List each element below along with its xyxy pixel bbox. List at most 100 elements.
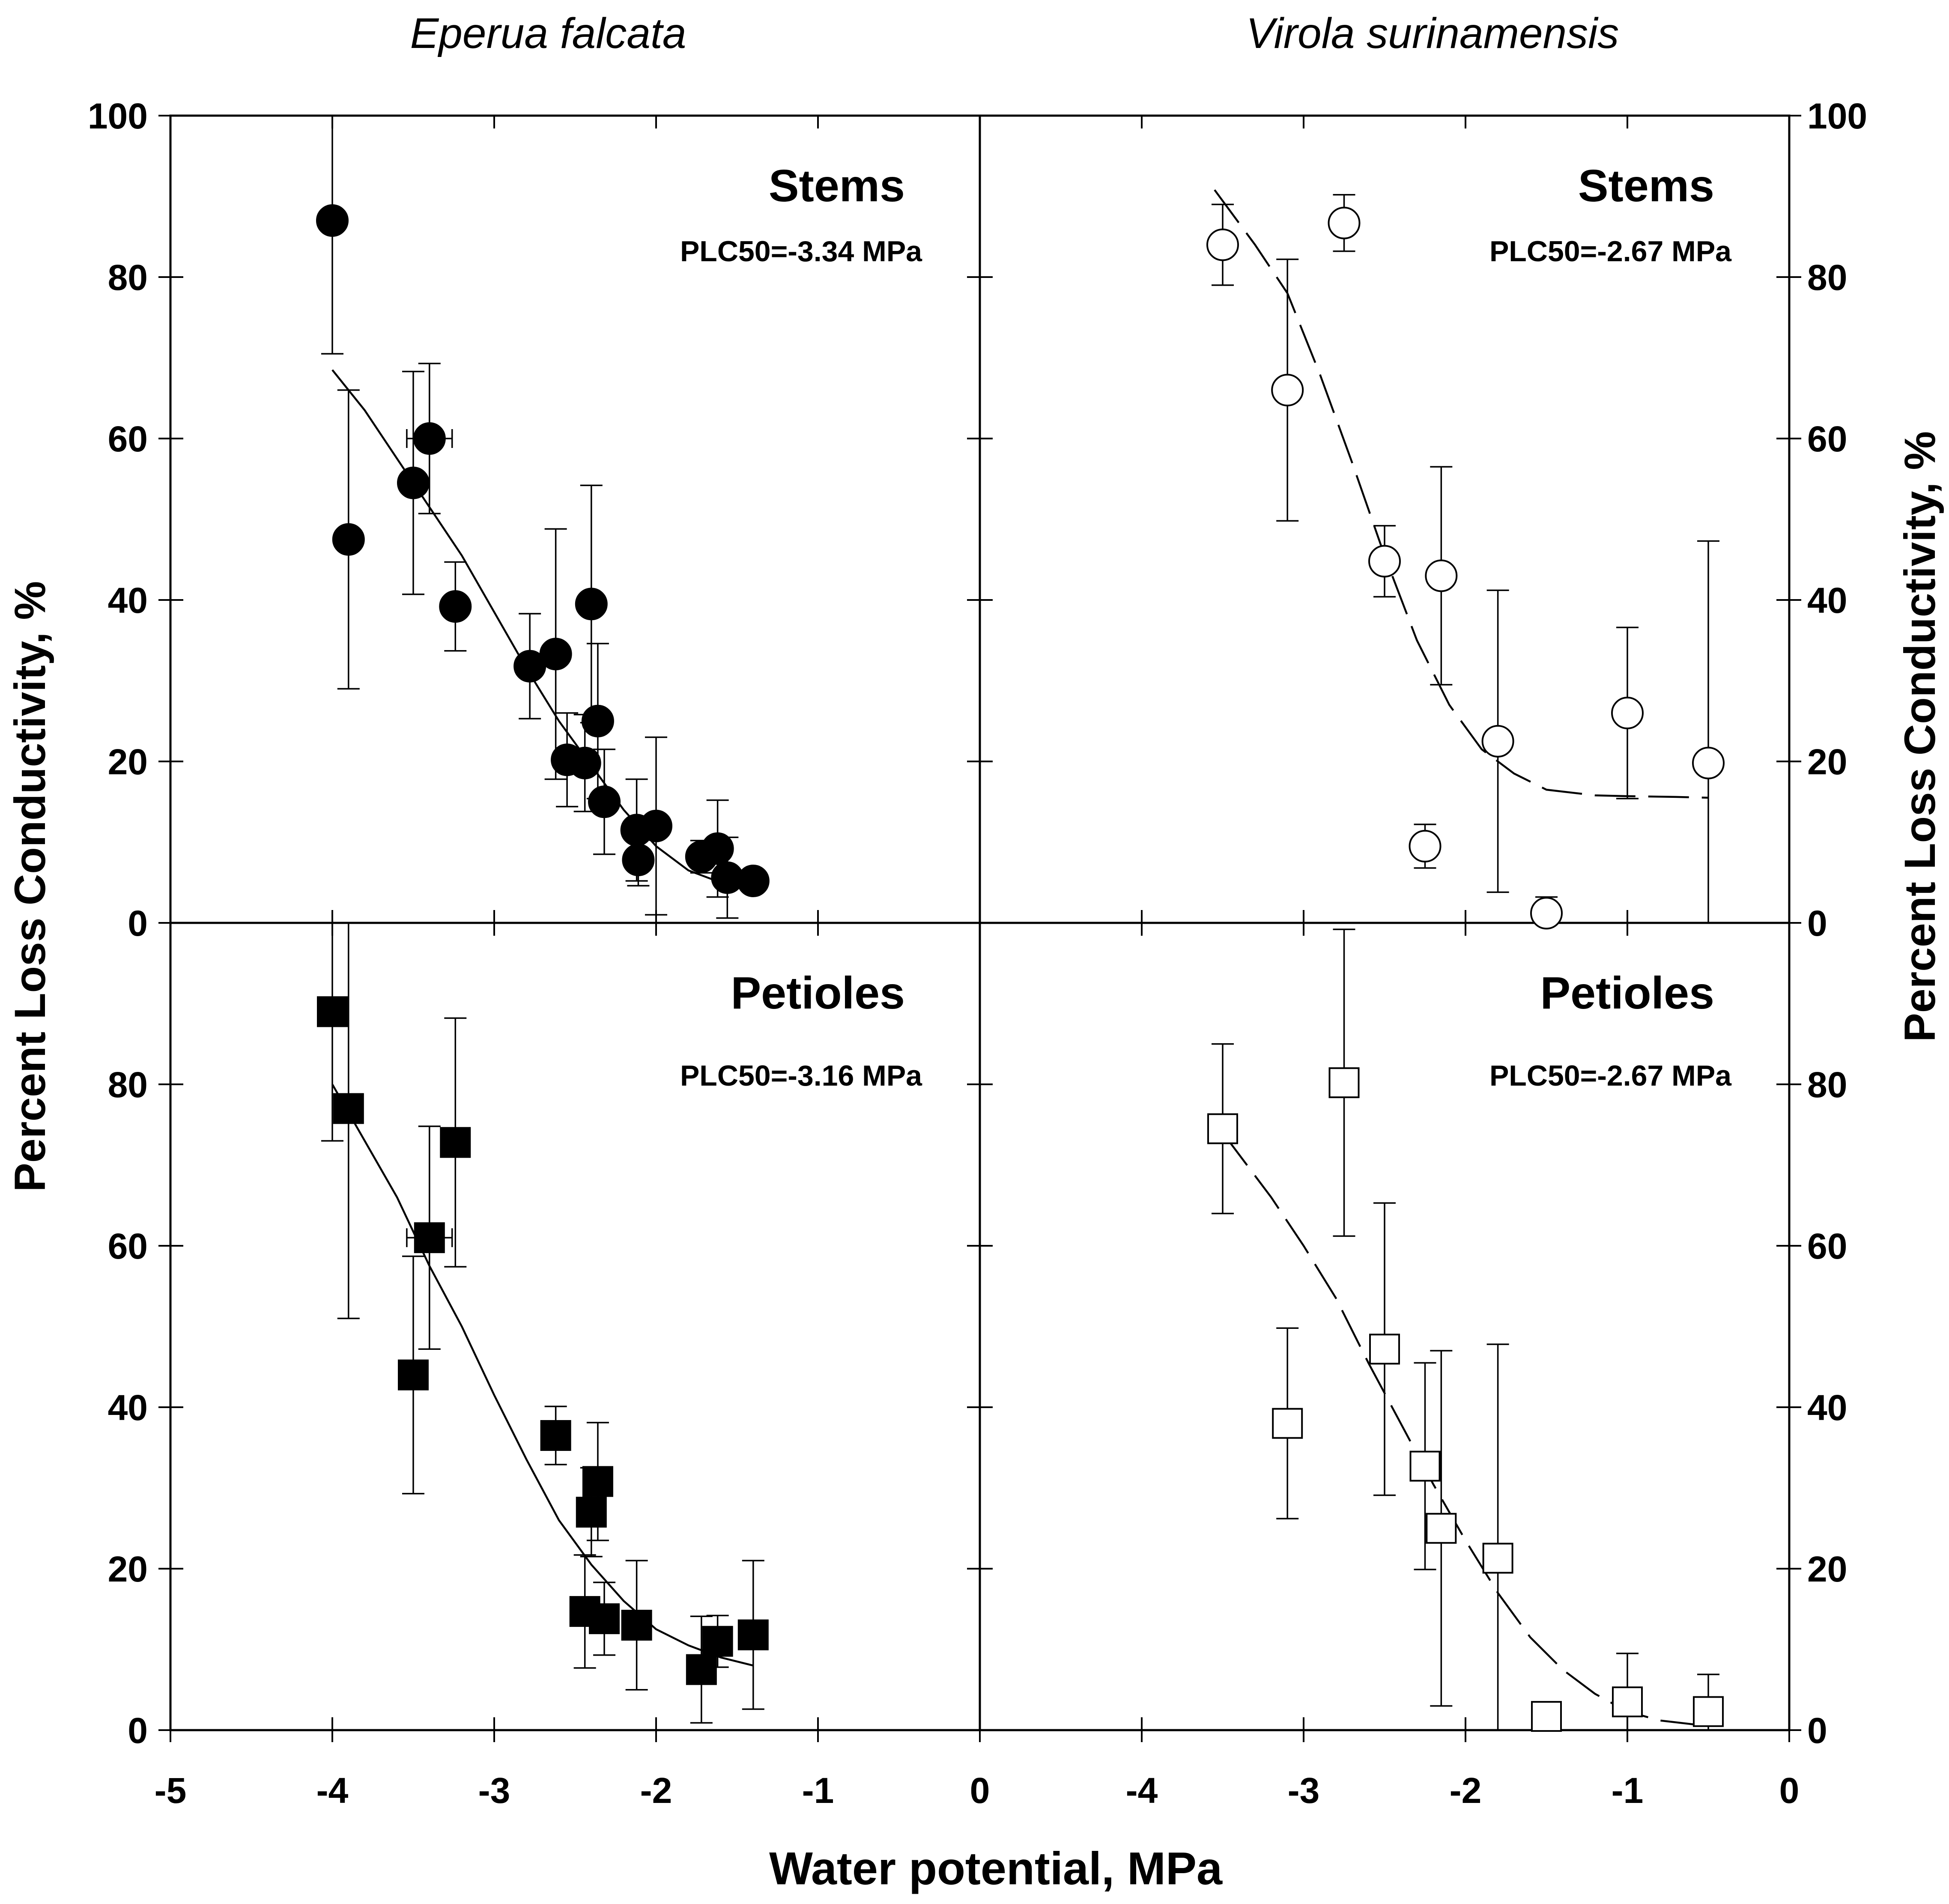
eperua-falcata-petioles-x-tick-label: 0 xyxy=(970,1770,990,1811)
virola-surinamensis-petioles-plc50-annotation: PLC50=-2.67 MPa xyxy=(1489,1059,1732,1092)
virola-surinamensis-petioles-x-tick-label: -2 xyxy=(1450,1770,1482,1811)
eperua-falcata-stems-data-point xyxy=(316,204,349,237)
eperua-falcata-petioles-data-point xyxy=(398,1359,429,1391)
virola-surinamensis-stems-y-tick-label: 80 xyxy=(1807,257,1847,298)
y-axis-label-right: Percent Loss Conductivity, % xyxy=(1895,431,1944,1042)
virola-surinamensis-petioles-data-point xyxy=(1369,1334,1400,1365)
virola-surinamensis-stems-data-point xyxy=(1530,897,1563,930)
virola-surinamensis-petioles-data-point xyxy=(1272,1408,1303,1439)
eperua-falcata-stems-data-point xyxy=(622,843,655,876)
eperua-falcata-stems-data-point xyxy=(332,523,365,556)
eperua-falcata-petioles-y-tick-label: 60 xyxy=(108,1226,148,1266)
eperua-falcata-petioles-x-tick-label: -5 xyxy=(155,1770,187,1811)
eperua-falcata-petioles-data-point xyxy=(440,1127,471,1158)
virola-surinamensis-stems-data-point xyxy=(1409,830,1442,862)
virola-surinamensis-petioles-x-tick-label: -1 xyxy=(1612,1770,1644,1811)
virola-surinamensis-stems-data-point xyxy=(1328,206,1361,239)
virola-surinamensis-petioles-title: Petioles xyxy=(1540,968,1714,1018)
virola-surinamensis-petioles-data-point xyxy=(1693,1696,1724,1727)
virola-surinamensis-petioles-x-tick-label: -4 xyxy=(1126,1770,1158,1811)
eperua-falcata-stems-data-point xyxy=(413,422,446,455)
virola-surinamensis-petioles-y-tick-label: 40 xyxy=(1807,1388,1847,1428)
eperua-falcata-petioles-data-point xyxy=(333,1093,364,1124)
eperua-falcata-petioles-y-tick-label: 0 xyxy=(128,1710,148,1751)
virola-surinamensis-stems-plc50-annotation: PLC50=-2.67 MPa xyxy=(1489,235,1732,268)
eperua-falcata-petioles-data-point xyxy=(621,1609,652,1641)
eperua-falcata-petioles-data-point xyxy=(414,1222,445,1253)
virola-surinamensis-petioles-data-point xyxy=(1328,1067,1360,1098)
virola-surinamensis-stems-data-point xyxy=(1425,559,1458,592)
virola-surinamensis-stems-data-point xyxy=(1271,373,1304,406)
eperua-falcata-stems-data-point xyxy=(397,466,430,499)
virola-surinamensis-stems-y-tick-label: 60 xyxy=(1807,419,1847,459)
virola-surinamensis-stems-y-tick-label: 100 xyxy=(1807,96,1867,136)
eperua-falcata-petioles-x-tick-label: -3 xyxy=(478,1770,510,1811)
eperua-falcata-stems-data-point xyxy=(588,785,621,818)
virola-surinamensis-stems-y-tick-label: 20 xyxy=(1807,742,1847,782)
frame-layer xyxy=(158,114,1801,1742)
virola-surinamensis-petioles-data-point xyxy=(1426,1513,1457,1544)
eperua-falcata-petioles-y-tick-label: 20 xyxy=(108,1549,148,1589)
virola-surinamensis-stems-data-point xyxy=(1368,545,1401,578)
virola-surinamensis-petioles-y-tick-label: 80 xyxy=(1807,1065,1847,1105)
virola-surinamensis-stems-data-point xyxy=(1481,725,1514,758)
virola-surinamensis-petioles-x-tick-label: 0 xyxy=(1779,1770,1800,1811)
eperua-falcata-petioles-x-tick-label: -4 xyxy=(316,1770,349,1811)
eperua-falcata-stems-data-point xyxy=(439,590,472,623)
virola-surinamensis-petioles-data-point xyxy=(1531,1701,1562,1732)
eperua-falcata-petioles-x-tick-label: -1 xyxy=(802,1770,834,1811)
eperua-falcata-stems-data-point xyxy=(701,832,734,865)
eperua-falcata-stems-y-tick-label: 0 xyxy=(128,903,148,943)
text-layer: Eperua falcata Virola surinamensis Water… xyxy=(6,9,1944,1894)
eperua-falcata-petioles-data-point xyxy=(702,1626,733,1657)
eperua-falcata-petioles-title: Petioles xyxy=(731,968,905,1018)
eperua-falcata-stems-data-point xyxy=(575,588,608,621)
virola-surinamensis-petioles-x-tick-label: 0 xyxy=(970,1770,990,1811)
virola-surinamensis-petioles-data-point xyxy=(1207,1113,1238,1144)
eperua-falcata-stems-data-point xyxy=(640,809,672,842)
eperua-falcata-petioles-data-point xyxy=(582,1466,613,1497)
virola-surinamensis-stems-fit-line xyxy=(1214,189,1709,799)
markers-layer xyxy=(316,204,1725,1732)
eperua-falcata-petioles-data-point xyxy=(317,996,348,1027)
eperua-falcata-stems-data-point xyxy=(539,638,572,671)
eperua-falcata-petioles-y-tick-label: 80 xyxy=(108,1065,148,1105)
species-label-left: Eperua falcata xyxy=(410,9,686,57)
eperua-falcata-stems-data-point xyxy=(737,864,770,897)
eperua-falcata-stems-y-tick-label: 60 xyxy=(108,419,148,459)
virola-surinamensis-petioles-data-point xyxy=(1482,1543,1513,1574)
eperua-falcata-stems-data-point xyxy=(568,746,601,779)
virola-surinamensis-petioles-y-tick-label: 20 xyxy=(1807,1549,1847,1589)
eperua-falcata-stems-plc50-annotation: PLC50=-3.34 MPa xyxy=(680,235,922,268)
virola-surinamensis-stems-title: Stems xyxy=(1578,161,1714,211)
virola-surinamensis-petioles-data-point xyxy=(1409,1450,1441,1482)
virola-surinamensis-stems-y-tick-label: 0 xyxy=(1807,903,1827,943)
eperua-falcata-petioles-data-point xyxy=(589,1603,620,1634)
eperua-falcata-petioles-fit-line xyxy=(331,1083,754,1667)
eperua-falcata-stems-title: Stems xyxy=(769,161,905,211)
eperua-falcata-stems-y-tick-label: 80 xyxy=(108,257,148,298)
eperua-falcata-stems-y-tick-label: 40 xyxy=(108,580,148,621)
eperua-falcata-petioles-data-point xyxy=(576,1497,607,1528)
virola-surinamensis-stems-data-point xyxy=(1611,696,1644,729)
virola-surinamensis-petioles-data-point xyxy=(1612,1686,1643,1718)
fit-lines-layer xyxy=(331,189,1709,1727)
eperua-falcata-petioles-plc50-annotation: PLC50=-3.16 MPa xyxy=(680,1059,922,1092)
virola-surinamensis-petioles-x-tick-label: -3 xyxy=(1288,1770,1320,1811)
y-axis-label-left: Percent Loss Conductivity, % xyxy=(6,581,54,1192)
eperua-falcata-petioles-data-point xyxy=(540,1420,571,1451)
virola-surinamensis-stems-data-point xyxy=(1206,228,1239,261)
eperua-falcata-petioles-data-point xyxy=(686,1654,717,1685)
eperua-falcata-stems-y-tick-label: 20 xyxy=(108,742,148,782)
virola-surinamensis-petioles-y-tick-label: 0 xyxy=(1807,1710,1827,1751)
eperua-falcata-stems-data-point xyxy=(581,704,614,737)
eperua-falcata-petioles-x-tick-label: -2 xyxy=(640,1770,672,1811)
species-label-right: Virola surinamensis xyxy=(1246,9,1619,57)
eperua-falcata-petioles-data-point xyxy=(737,1619,769,1650)
virola-surinamensis-stems-y-tick-label: 40 xyxy=(1807,580,1847,621)
eperua-falcata-stems-y-tick-label: 100 xyxy=(88,96,148,136)
virola-surinamensis-petioles-y-tick-label: 60 xyxy=(1807,1226,1847,1266)
virola-surinamensis-stems-data-point xyxy=(1692,746,1725,779)
